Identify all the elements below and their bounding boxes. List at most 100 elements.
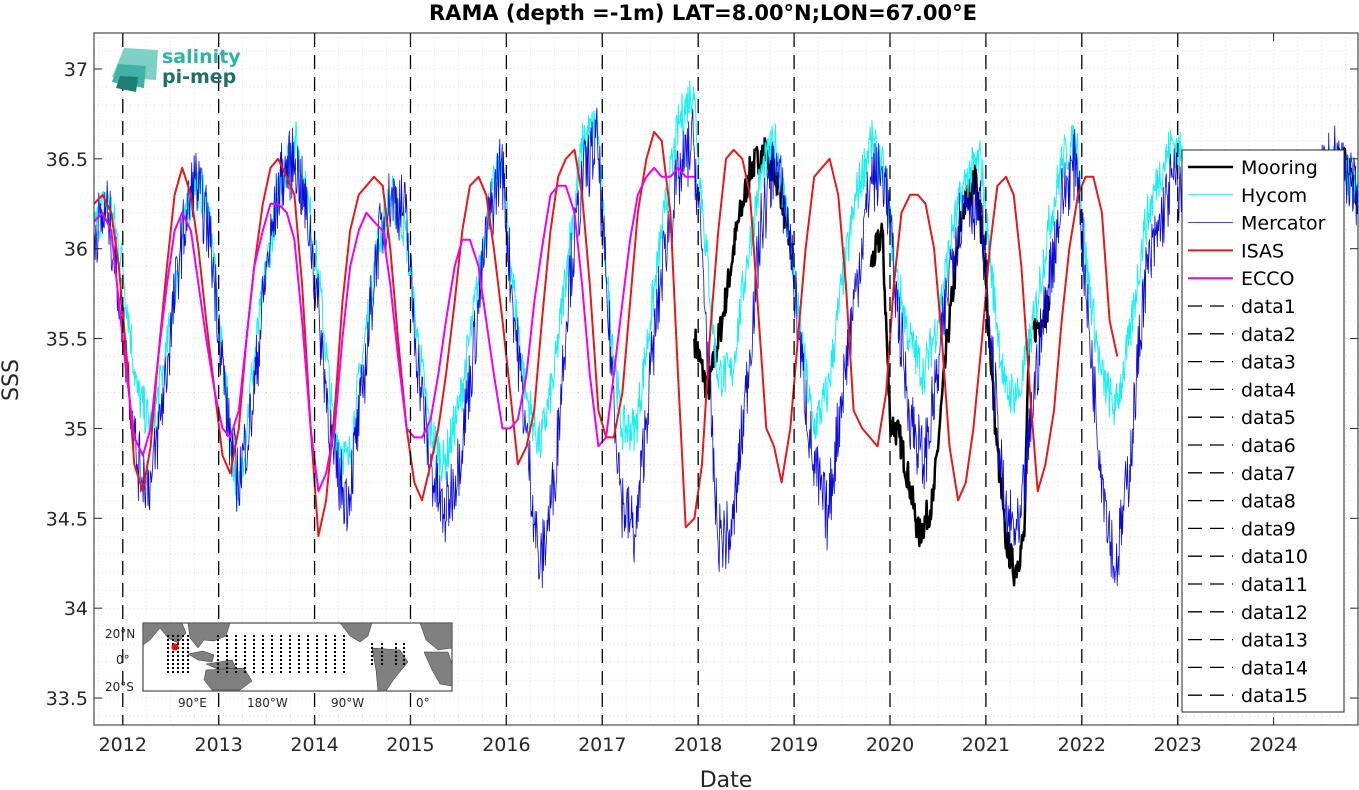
inset-mooring-dot (235, 667, 237, 669)
legend-label: data12 (1241, 602, 1308, 624)
inset-mooring-dot (244, 651, 246, 653)
inset-mooring-dot (217, 651, 219, 653)
inset-mooring-dot (172, 643, 174, 645)
y-tick-label: 33.5 (46, 688, 88, 710)
inset-mooring-dot (177, 635, 179, 637)
x-tick-label: 2019 (770, 734, 818, 756)
inset-mooring-dot (172, 663, 174, 665)
inset-mooring-dot (395, 663, 397, 665)
inset-mooring-dot (271, 651, 273, 653)
inset-mooring-dot (334, 639, 336, 641)
inset-mooring-dot (177, 663, 179, 665)
inset-mooring-dot (262, 635, 264, 637)
inset-mooring-dot (307, 639, 309, 641)
inset-mooring-dot (334, 651, 336, 653)
inset-mooring-dot (325, 655, 327, 657)
inset-mooring-dot (381, 643, 383, 645)
inset-mooring-dot (395, 659, 397, 661)
inset-lon-label-180w: 180°W (247, 696, 288, 710)
inset-mooring-dot (262, 643, 264, 645)
inset-mooring-dot (371, 663, 373, 665)
inset-mooring-dot (271, 639, 273, 641)
inset-mooring-dot (334, 635, 336, 637)
inset-mooring-dot (253, 639, 255, 641)
inset-mooring-dot (235, 647, 237, 649)
inset-mooring-dot (217, 667, 219, 669)
inset-mooring-dot (182, 655, 184, 657)
legend-label: data7 (1241, 463, 1296, 485)
inset-mooring-dot (325, 639, 327, 641)
legend-label: data9 (1241, 518, 1296, 540)
inset-mooring-dot (253, 635, 255, 637)
legend-label: data13 (1241, 630, 1308, 652)
series-mercator (94, 107, 1358, 589)
inset-mooring-dot (187, 659, 189, 661)
plot-area (94, 33, 1358, 725)
inset-mooring-dot (280, 663, 282, 665)
inset-map: 20°N 0° 20°S 90°E 180°W 90°W 0° (105, 622, 453, 710)
inset-mooring-dot (316, 667, 318, 669)
inset-mooring-dot (167, 639, 169, 641)
inset-mooring-dot (253, 659, 255, 661)
inset-mooring-dot (395, 655, 397, 657)
inset-mooring-dot (371, 647, 373, 649)
inset-mooring-dot (244, 647, 246, 649)
inset-mooring-dot (235, 663, 237, 665)
x-tick-label: 2017 (578, 734, 626, 756)
inset-mooring-dot (371, 659, 373, 661)
inset-mooring-dot (316, 639, 318, 641)
inset-mooring-dot (280, 659, 282, 661)
legend-label: Hycom (1241, 185, 1307, 207)
inset-mooring-dot (371, 643, 373, 645)
inset-mooring-dot (307, 643, 309, 645)
inset-mooring-dot (172, 635, 174, 637)
inset-mooring-dot (316, 635, 318, 637)
logo-text-pi-mep: pi-mep (162, 66, 236, 88)
inset-mooring-dot (226, 635, 228, 637)
inset-mooring-dot (167, 667, 169, 669)
inset-mooring-dot (307, 651, 309, 653)
x-axis-label: Date (700, 768, 753, 790)
inset-mooring-dot (334, 667, 336, 669)
y-tick-label: 34.5 (46, 508, 88, 530)
legend-label: data3 (1241, 352, 1296, 374)
inset-mooring-dot (307, 635, 309, 637)
inset-mooring-dot (271, 635, 273, 637)
inset-mooring-dot (298, 659, 300, 661)
x-tick-label: 2014 (290, 734, 338, 756)
inset-mooring-dot (262, 651, 264, 653)
inset-mooring-dot (235, 659, 237, 661)
inset-mooring-dot (298, 643, 300, 645)
mooring-location-marker (171, 643, 179, 651)
inset-mooring-dot (253, 667, 255, 669)
inset-mooring-dot (182, 647, 184, 649)
inset-mooring-dot (289, 643, 291, 645)
inset-mooring-dot (187, 671, 189, 673)
inset-mooring-dot (307, 659, 309, 661)
inset-mooring-dot (262, 659, 264, 661)
inset-mooring-dot (343, 651, 345, 653)
axis-ticks: 2012 2013 2014 2015 2016 2017 2018 2019 2020 2021… (46, 33, 1358, 756)
inset-mooring-dot (298, 663, 300, 665)
inset-mooring-dot (187, 647, 189, 649)
inset-mooring-dot (262, 647, 264, 649)
inset-mooring-dot (253, 643, 255, 645)
inset-mooring-dot (395, 651, 397, 653)
inset-mooring-dot (280, 639, 282, 641)
inset-mooring-dot (325, 671, 327, 673)
inset-mooring-dot (167, 635, 169, 637)
inset-lon-label-0: 0° (416, 696, 430, 710)
inset-lat-label-20n: 20°N (105, 627, 135, 641)
inset-mooring-dot (244, 659, 246, 661)
inset-mooring-dot (271, 647, 273, 649)
inset-mooring-dot (177, 655, 179, 657)
inset-mooring-dot (167, 651, 169, 653)
inset-map-land (142, 622, 453, 692)
inset-mooring-dot (271, 643, 273, 645)
inset-mooring-dot (343, 639, 345, 641)
inset-mooring-dot (217, 643, 219, 645)
inset-mooring-dot (316, 663, 318, 665)
inset-mooring-dot (235, 671, 237, 673)
inset-mooring-dot (262, 667, 264, 669)
